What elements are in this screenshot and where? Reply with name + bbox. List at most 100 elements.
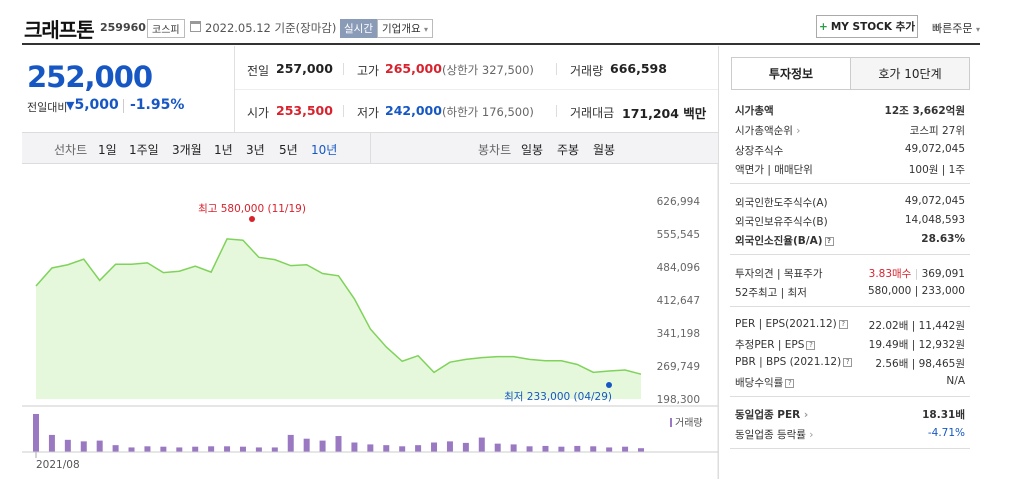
- volume-bar: [208, 446, 215, 452]
- low-marker: [606, 382, 612, 388]
- open-value: 253,500: [276, 103, 333, 118]
- tab-1w[interactable]: 1주일: [129, 143, 159, 157]
- volume-bar: [606, 447, 613, 452]
- stat-separator: [556, 63, 557, 75]
- quick-order-menu[interactable]: 빠른주문 ▾: [932, 20, 980, 36]
- price-area: [36, 238, 641, 399]
- volume-bar: [462, 442, 469, 452]
- y-tick-label: 626,994: [657, 196, 701, 208]
- current-price: 252,000: [27, 60, 153, 94]
- volume-bar: [478, 437, 485, 452]
- info-label: 투자의견 | 목표주가: [735, 268, 823, 280]
- price-box: [22, 46, 235, 132]
- volume-bar: [192, 446, 199, 452]
- volume-bar: [287, 434, 294, 452]
- prev-close-label: 전일: [247, 64, 270, 78]
- low-label: 저가: [357, 106, 380, 120]
- calendar-icon: [190, 21, 201, 32]
- price-change-value: 5,000: [74, 97, 119, 113]
- change-rate: -1.95%: [130, 97, 185, 113]
- volume-bar: [255, 447, 262, 452]
- chevron-right-icon: ›: [805, 429, 814, 441]
- add-mystock-button[interactable]: + MY STOCK 추가: [816, 15, 918, 38]
- info-label: PER | EPS(2021.12)?: [735, 318, 848, 333]
- volume-label: 거래량: [570, 64, 604, 78]
- amount-value: 171,204 백만: [622, 106, 707, 121]
- open-label: 시가: [247, 106, 270, 120]
- info-value: 100원 | 1주: [908, 164, 965, 176]
- volume-bar: [112, 445, 119, 452]
- info-label: 동일업종 PER ›: [735, 409, 809, 421]
- tab-monthly[interactable]: 월봉: [593, 143, 616, 157]
- tab-10y[interactable]: 10년: [311, 143, 338, 157]
- plus-icon: +: [819, 20, 828, 33]
- volume-bar: [383, 445, 390, 452]
- tab-5y[interactable]: 5년: [279, 143, 298, 157]
- high-value: 265,000: [385, 61, 442, 76]
- info-divider: [730, 183, 970, 184]
- volume-bar: [590, 446, 597, 452]
- realtime-button[interactable]: 실시간: [340, 19, 377, 38]
- tab-3y[interactable]: 3년: [246, 143, 265, 157]
- help-icon[interactable]: ?: [843, 357, 853, 367]
- tab-3m[interactable]: 3개월: [172, 143, 202, 157]
- info-row-market: 시가총액 12조 3,662억원: [735, 103, 965, 118]
- info-label: 시가총액: [735, 105, 774, 117]
- help-icon[interactable]: ?: [785, 378, 795, 388]
- price-change: ▼5,000: [66, 97, 119, 113]
- tab-underline: [731, 89, 970, 90]
- amount-label: 거래대금: [570, 106, 615, 120]
- prev-close-value: 257,000: [276, 61, 333, 76]
- period-divider: [370, 132, 371, 164]
- tab-1y[interactable]: 1년: [214, 143, 233, 157]
- y-tick-label: 341,198: [657, 328, 700, 340]
- stat-separator: [343, 63, 344, 75]
- high-label: 고가: [357, 64, 380, 78]
- change-label: 전일대비: [27, 101, 68, 114]
- y-tick-label: 269,749: [657, 361, 700, 373]
- info-value: 28.63%: [921, 233, 965, 245]
- volume-bar: [224, 446, 231, 452]
- info-value: 12조 3,662억원: [884, 105, 965, 117]
- stock-code: 259960: [100, 21, 146, 34]
- info-label: 배당수익률?: [735, 375, 795, 390]
- tab-1d[interactable]: 1일: [98, 143, 117, 157]
- info-value: 코스피 27위: [909, 125, 965, 137]
- volume-bar: [351, 442, 358, 452]
- volume-bar: [367, 444, 374, 452]
- info-value: 19.49배 | 12,932원: [868, 339, 965, 351]
- stats-divider: [235, 89, 718, 90]
- info-divider: [730, 306, 970, 307]
- volume-bar: [48, 434, 55, 452]
- y-tick-label: 555,545: [657, 229, 700, 241]
- volume-bar: [399, 446, 406, 452]
- info-row-market: 상장주식수 49,072,045: [735, 143, 965, 158]
- chevron-right-icon: ›: [792, 125, 801, 137]
- volume-value: 666,598: [610, 61, 667, 76]
- help-icon[interactable]: ?: [806, 340, 816, 350]
- volume-bar: [303, 438, 310, 452]
- volume-bar: [574, 445, 581, 452]
- help-icon[interactable]: ?: [824, 236, 834, 246]
- volume-bar: [319, 440, 326, 452]
- info-value: 49,072,045: [904, 195, 965, 207]
- info-value: -4.71%: [927, 427, 965, 439]
- volume-bar: [494, 443, 501, 452]
- tab-weekly[interactable]: 주봉: [557, 143, 580, 157]
- volume-bar: [33, 414, 39, 452]
- info-row-industry-rate[interactable]: 동일업종 등락률 › -4.71%: [735, 427, 965, 442]
- info-row-industry-per[interactable]: 동일업종 PER › 18.31배: [735, 407, 965, 422]
- high-marker: [249, 216, 255, 222]
- volume-bar: [415, 445, 422, 452]
- tab-daily[interactable]: 일봉: [521, 143, 544, 157]
- company-overview-dropdown[interactable]: 기업개요 ▾: [377, 19, 433, 38]
- info-divider: [730, 396, 970, 397]
- tab-orderbook[interactable]: 호가 10단계: [850, 57, 970, 90]
- help-icon[interactable]: ?: [838, 319, 848, 329]
- y-tick-label: 484,096: [657, 262, 701, 274]
- stat-separator: [343, 105, 344, 117]
- tab-investment-info[interactable]: 투자정보: [731, 57, 851, 90]
- x-tick-label: 2021/08: [36, 459, 80, 471]
- price-line: [35, 238, 642, 375]
- price-chart[interactable]: 626,994 555,545 484,096 412,647 341,198 269,7…: [0, 164, 718, 479]
